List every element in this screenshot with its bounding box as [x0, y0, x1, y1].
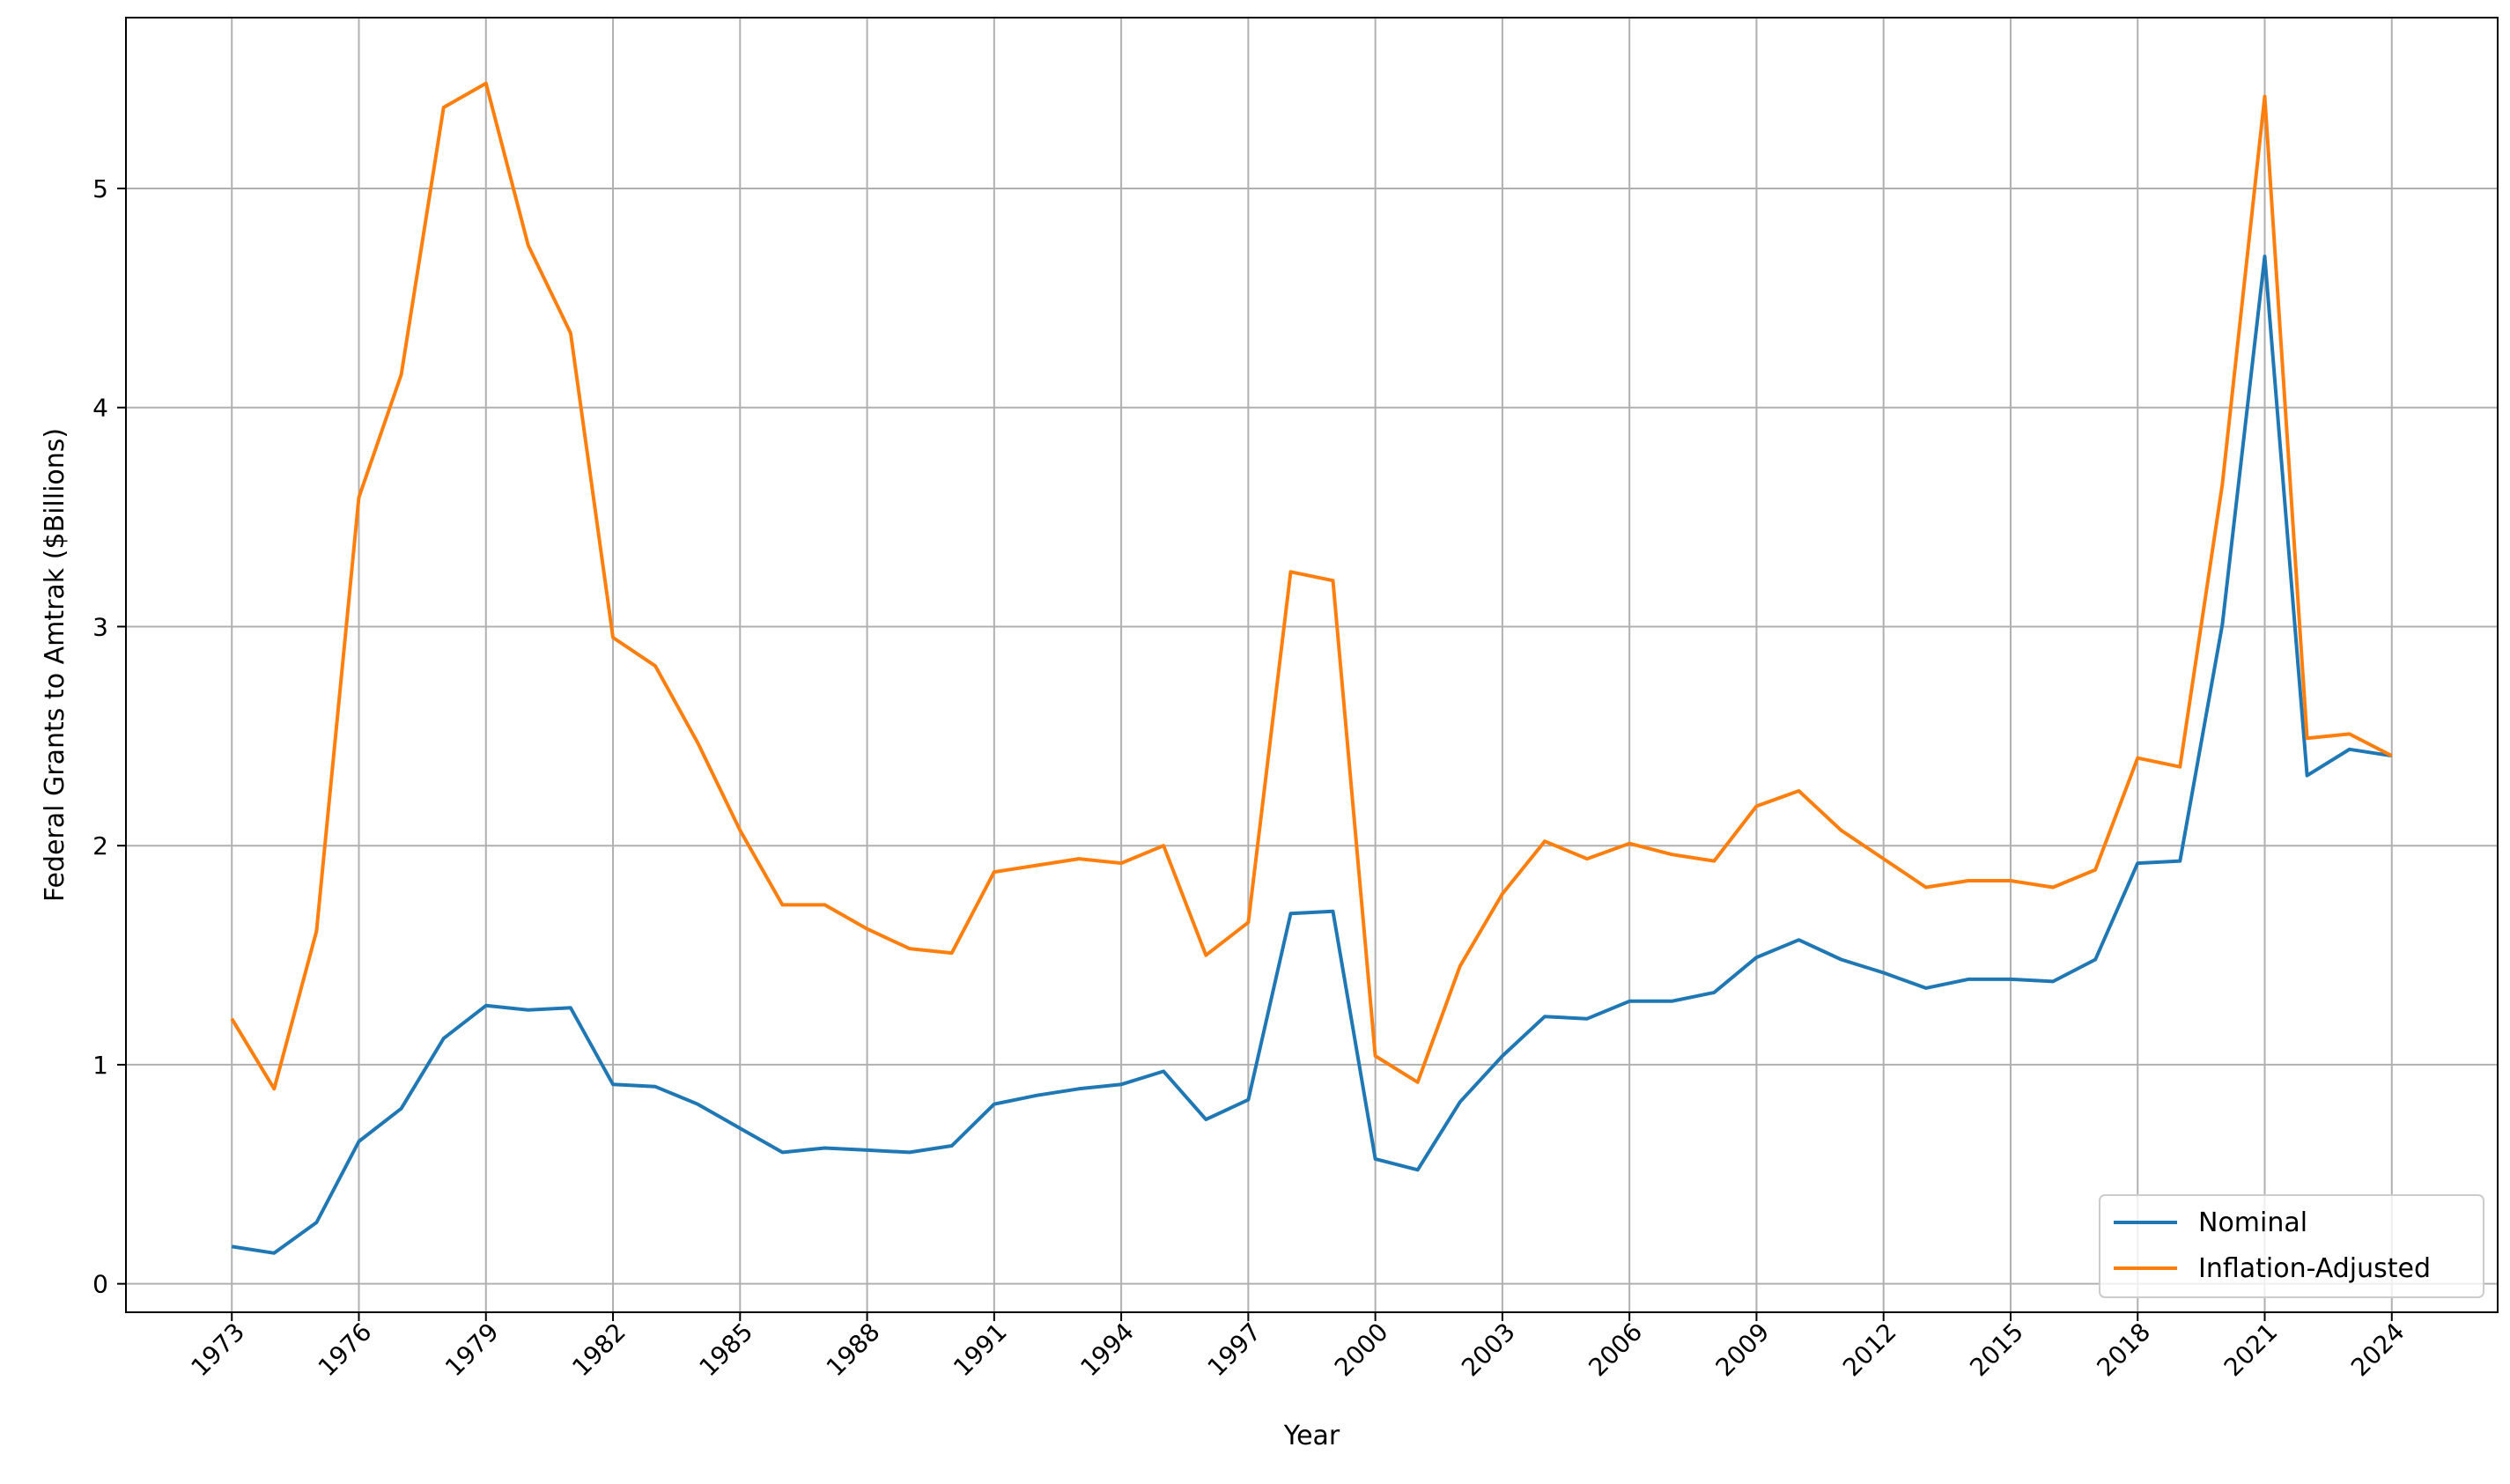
x-tick-label: 1976 [313, 1318, 378, 1383]
x-tick-label: 1973 [185, 1318, 250, 1383]
x-tick-label: 2018 [2091, 1318, 2156, 1383]
y-tick-label: 4 [92, 394, 108, 423]
grid [126, 18, 2498, 1312]
x-tick-label: 2021 [2218, 1318, 2284, 1383]
legend-box [2099, 1194, 2484, 1298]
x-tick-label: 2003 [1456, 1318, 1521, 1383]
x-tick-label: 1982 [566, 1318, 631, 1383]
y-tick-label: 5 [92, 174, 108, 203]
x-tick-label: 2000 [1329, 1318, 1394, 1383]
x-tick-label: 2024 [2345, 1318, 2410, 1383]
y-tick-label: 3 [92, 612, 108, 641]
x-tick-label: 2012 [1837, 1318, 1902, 1383]
y-tick-label: 1 [92, 1051, 108, 1080]
legend: Nominal Inflation-Adjusted [2099, 1194, 2484, 1298]
x-axis-ticks: 1973 1976 1979 1982 1985 1988 1991 1994 1997 2000… [185, 1312, 2410, 1382]
x-tick-label: 1988 [821, 1318, 886, 1383]
legend-label-nominal: Nominal [2198, 1207, 2307, 1238]
x-axis-label: Year [1283, 1421, 1340, 1451]
x-tick-label: 1994 [1074, 1318, 1140, 1383]
y-tick-label: 2 [92, 831, 108, 860]
x-tick-label: 2009 [1710, 1318, 1775, 1383]
y-axis-label: Federal Grants to Amtrak ($Billions) [40, 428, 70, 902]
plot-frame [125, 17, 2499, 1313]
x-tick-label: 1997 [1202, 1318, 1267, 1383]
legend-label-inflation-adjusted: Inflation-Adjusted [2198, 1253, 2431, 1284]
series-line-nominal [231, 255, 2393, 1255]
y-tick-label: 0 [92, 1270, 108, 1299]
x-tick-label: 1979 [439, 1318, 505, 1383]
series-line-inflation-adjusted [230, 81, 2393, 1091]
x-tick-label: 2015 [1964, 1318, 2029, 1383]
x-tick-label: 1991 [948, 1318, 1013, 1383]
x-tick-label: 2006 [1583, 1318, 1648, 1383]
y-axis-ticks: 0 1 2 3 4 5 [92, 174, 126, 1299]
plot-lines [230, 81, 2393, 1255]
x-tick-label: 1985 [694, 1318, 759, 1383]
